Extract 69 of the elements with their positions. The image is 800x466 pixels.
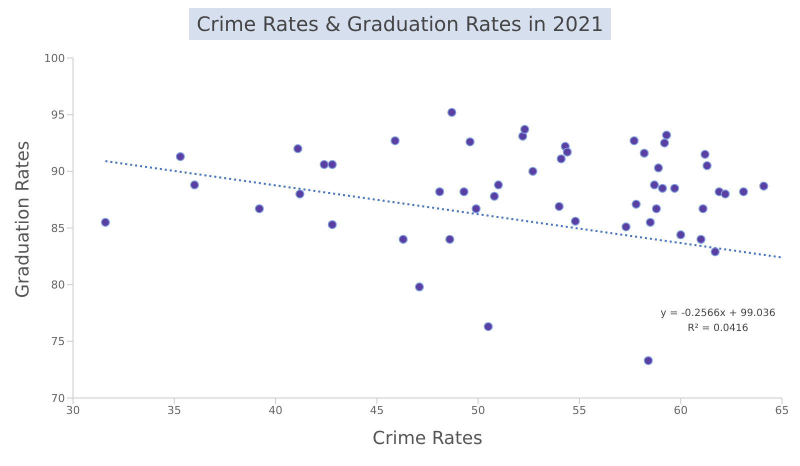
point	[562, 148, 572, 157]
point	[662, 130, 672, 140]
point	[528, 166, 538, 176]
y-tick-label: 85	[51, 222, 65, 235]
point	[320, 160, 329, 170]
x-tick-label: 50	[471, 404, 486, 417]
point	[702, 161, 712, 170]
point	[632, 200, 641, 209]
x-axis-title: Crime Rates	[372, 428, 482, 449]
point	[445, 234, 454, 244]
point	[654, 163, 663, 172]
point	[698, 204, 708, 214]
point	[484, 322, 493, 332]
point	[660, 138, 670, 148]
point	[190, 180, 200, 190]
point	[652, 204, 661, 214]
point	[435, 187, 444, 196]
point	[466, 137, 475, 146]
point	[472, 204, 481, 214]
y-tick-label: 90	[51, 165, 65, 178]
point	[570, 216, 580, 226]
point	[700, 150, 710, 159]
y-tick-label: 80	[51, 278, 65, 292]
point	[490, 192, 499, 201]
annotation: y = -0.2566x + 99.036	[660, 307, 776, 321]
y-axis-title: Graduation Rates	[12, 140, 34, 298]
point	[658, 184, 667, 193]
x-tick-label: 65	[775, 404, 789, 417]
annotation: R² = 0.0416	[686, 322, 750, 336]
point	[646, 218, 655, 227]
point	[390, 136, 400, 146]
point	[447, 108, 456, 117]
y-tick-label: 70	[51, 392, 65, 405]
point	[556, 154, 566, 164]
x-tick-label: 45	[370, 404, 384, 417]
point	[644, 356, 653, 366]
y-tick-label: 75	[51, 335, 65, 348]
point	[254, 204, 264, 214]
point	[640, 148, 649, 158]
point	[328, 220, 337, 230]
x-tick-label: 30	[66, 404, 80, 417]
point	[398, 234, 408, 244]
point	[739, 187, 748, 196]
point	[293, 144, 302, 154]
y-tick-label: 100	[44, 52, 65, 65]
point	[759, 182, 768, 191]
point	[696, 234, 706, 244]
x-tick-label: 55	[572, 404, 586, 417]
point	[710, 247, 720, 256]
point	[676, 230, 686, 240]
x-tick-label: 40	[268, 404, 283, 417]
point	[670, 184, 680, 193]
y-tick-label: 95	[51, 108, 65, 122]
x-tick-label: 35	[167, 404, 182, 417]
point	[328, 160, 337, 170]
point	[554, 202, 564, 211]
point	[650, 180, 659, 190]
point	[630, 136, 639, 146]
point	[100, 218, 110, 227]
point	[295, 190, 304, 198]
point	[459, 187, 468, 196]
point	[414, 282, 424, 292]
point	[176, 152, 185, 162]
point	[622, 222, 631, 232]
point	[494, 180, 503, 190]
point	[720, 190, 730, 198]
chart-title: Crime Rates & Graduation Rates in 2021	[188, 8, 612, 40]
x-tick-label: 60	[674, 404, 688, 417]
point	[520, 124, 530, 134]
